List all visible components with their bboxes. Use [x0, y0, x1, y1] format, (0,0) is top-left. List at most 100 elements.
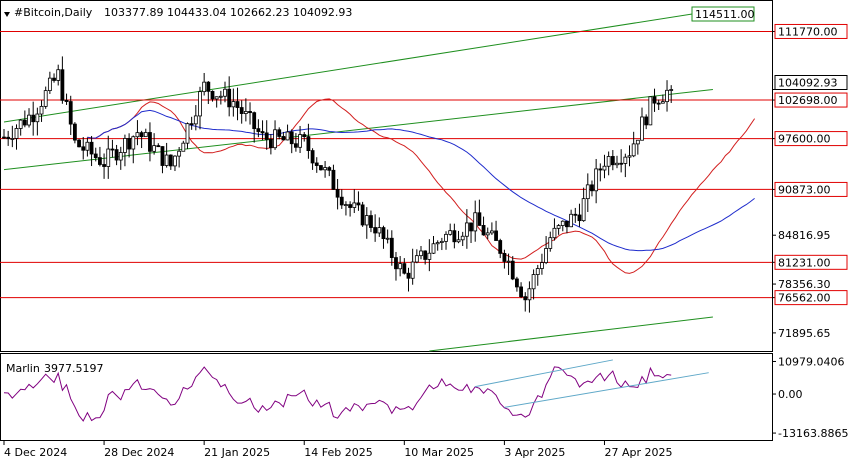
candle-body — [423, 250, 428, 260]
candle-body — [239, 107, 244, 114]
candle-body — [660, 101, 665, 104]
axes-group: 111770.00 102698.00 97600.00 90873.00 81231.… — [3, 23, 848, 459]
y-tick-label: 84816.95 — [778, 229, 831, 242]
candle-body — [35, 113, 40, 123]
candle-body — [598, 168, 603, 171]
candle-body — [164, 154, 169, 166]
y-tick-label: 71895.65 — [778, 327, 831, 340]
candle-body — [389, 237, 394, 258]
indicator-line — [3, 366, 672, 422]
candle-body — [410, 261, 415, 279]
candle-body — [464, 222, 469, 237]
candle-body — [540, 262, 544, 269]
candle-body — [256, 128, 261, 132]
candle-body — [331, 169, 336, 190]
current-price-box — [774, 74, 848, 90]
candle-body — [260, 131, 265, 134]
fast-ma-line — [87, 98, 756, 274]
candle-body — [544, 248, 548, 263]
candle-body — [356, 202, 361, 206]
level-label-box — [774, 23, 848, 39]
candle-body — [485, 232, 490, 236]
candle-body — [398, 263, 403, 270]
x-tick-label: 3 Apr 2025 — [504, 446, 565, 459]
candle-body — [31, 114, 36, 123]
candle-body — [669, 89, 674, 91]
candle-body — [2, 136, 6, 139]
candle-body — [110, 148, 115, 151]
candle-body — [573, 213, 578, 216]
candle-body — [289, 131, 294, 145]
channel-line — [429, 316, 713, 352]
indicator-value: 3977.5197 — [44, 362, 104, 375]
level-label-box — [774, 181, 848, 197]
y-tick-label: 78356.30 — [778, 278, 831, 291]
candle-body — [352, 202, 357, 208]
candle-body — [656, 102, 661, 105]
candle-body — [314, 162, 319, 166]
candle-body — [293, 143, 298, 148]
candle-body — [548, 237, 553, 249]
candle-body — [431, 243, 436, 254]
candle-body — [89, 141, 94, 155]
candle-body — [173, 155, 177, 167]
level-label-box — [774, 92, 848, 108]
symbol-marker-icon — [4, 12, 10, 17]
candle-body — [323, 167, 327, 171]
candle-body — [243, 111, 248, 114]
candle-body — [223, 88, 227, 97]
candle-body — [473, 212, 478, 232]
candle-body — [118, 152, 123, 161]
candle-body — [335, 189, 340, 198]
candle-body — [364, 215, 369, 226]
level-label: 90873.00 — [778, 183, 831, 196]
x-tick-label: 14 Feb 2025 — [304, 446, 372, 459]
candle-body — [77, 139, 81, 148]
candle-body — [360, 204, 365, 226]
candle-body — [189, 123, 194, 126]
candle-body — [402, 263, 407, 274]
indicator-axis-label: 0.00 — [778, 388, 803, 401]
candle-body — [14, 128, 19, 139]
candle-body — [394, 257, 398, 270]
candle-body — [47, 77, 52, 92]
level-label: 111770.00 — [778, 25, 838, 38]
candle-body — [581, 198, 586, 222]
candle-body — [523, 296, 528, 301]
moving-averages-group — [87, 98, 756, 274]
candle-body — [489, 230, 494, 234]
candle-body — [206, 81, 211, 92]
candle-body — [327, 167, 332, 171]
indicator-plot-frame — [0, 353, 773, 441]
candle-body — [635, 139, 640, 145]
candle-body — [456, 239, 461, 243]
slow-ma-line — [87, 109, 755, 252]
candle-body — [252, 112, 257, 130]
candle-body — [273, 129, 277, 149]
candle-body — [135, 132, 140, 138]
candle-body — [373, 227, 378, 234]
candle-body — [81, 146, 86, 151]
candle-body — [652, 96, 657, 104]
candle-body — [619, 162, 624, 165]
x-tick-label: 10 Mar 2025 — [404, 446, 474, 459]
candle-body — [577, 214, 582, 222]
candle-body — [60, 69, 65, 101]
candle-body — [302, 134, 307, 138]
candle-body — [68, 101, 73, 125]
candle-body — [198, 91, 202, 117]
indicator-channel-line — [475, 359, 613, 388]
candle-body — [531, 274, 536, 290]
candle-body — [606, 156, 611, 167]
level-label: 102698.00 — [778, 94, 838, 107]
level-label: 97600.00 — [778, 133, 831, 146]
candle-body — [93, 153, 98, 158]
candle-body — [214, 96, 219, 100]
candle-body — [106, 148, 111, 167]
candle-body — [72, 123, 77, 141]
candle-body — [377, 227, 382, 234]
level-label: 76562.00 — [778, 292, 831, 305]
candle-body — [494, 230, 498, 241]
candle-body — [498, 240, 503, 254]
